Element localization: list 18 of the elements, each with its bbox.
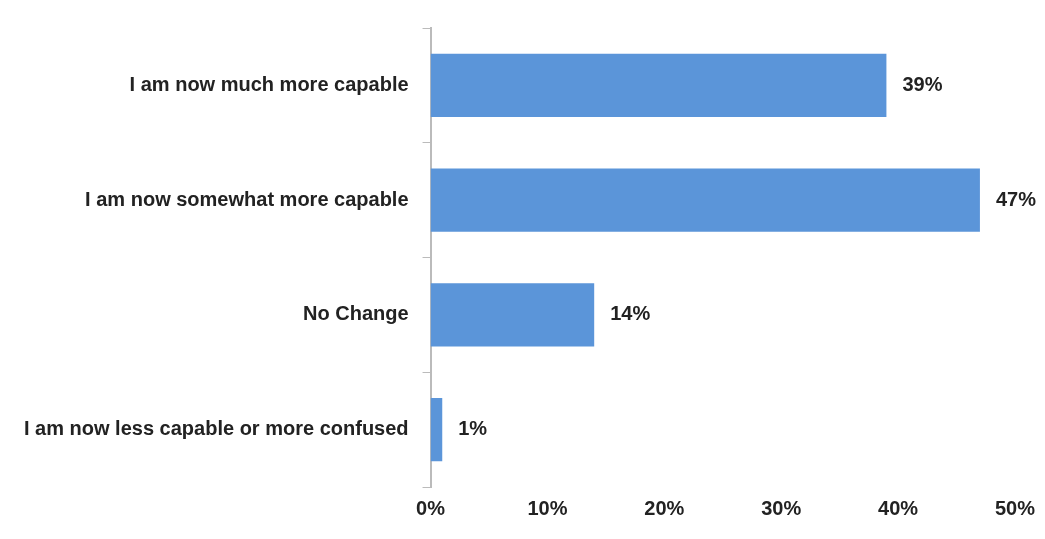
x-tick-label: 10%	[527, 496, 568, 519]
x-tick-label: 50%	[994, 496, 1036, 519]
bar	[430, 398, 443, 462]
y-tick-label: I am now somewhat more capable	[85, 187, 409, 210]
x-tick-label: 40%	[878, 496, 919, 519]
bar	[430, 283, 595, 347]
data-label: 39%	[902, 72, 943, 95]
bar	[430, 53, 887, 117]
data-label: 47%	[995, 187, 1037, 210]
y-tick-label: I am now less capable or more confused	[24, 417, 409, 440]
x-tick-label: 30%	[761, 496, 802, 519]
x-tick-label: 0%	[416, 496, 446, 519]
bar	[430, 168, 980, 232]
data-label: 1%	[458, 417, 488, 440]
x-tick-label: 20%	[644, 496, 685, 519]
y-tick-label: I am now much more capable	[129, 72, 409, 95]
data-label: 14%	[610, 302, 651, 325]
y-tick-label: No Change	[303, 302, 409, 325]
